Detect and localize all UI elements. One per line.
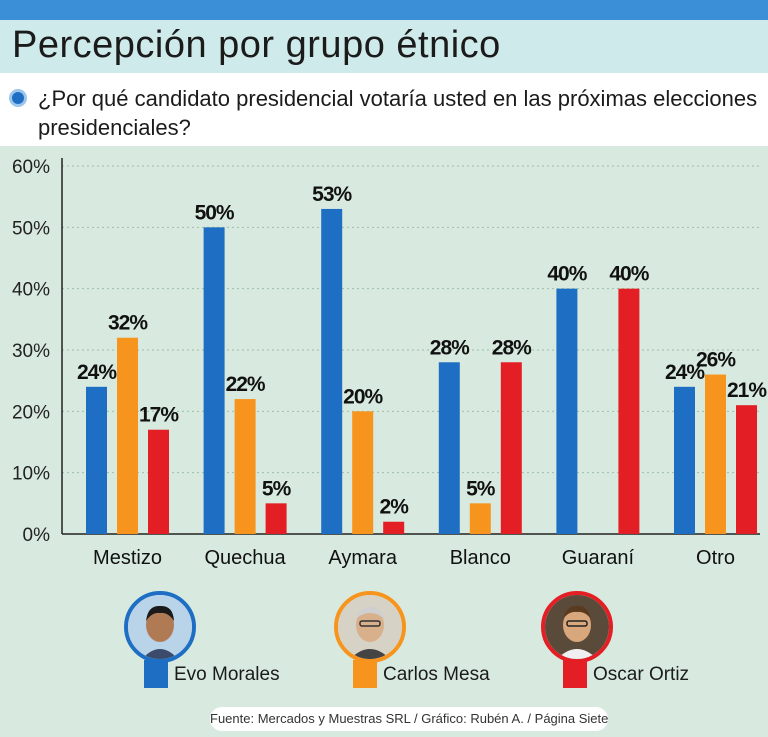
bar [618, 288, 640, 534]
data-label: 28% [492, 336, 532, 359]
bar [321, 208, 343, 534]
bar [736, 405, 757, 534]
y-tick-label: 10% [12, 464, 50, 485]
bar [469, 503, 491, 534]
legend-label-ortiz: Oscar Ortiz [593, 664, 690, 685]
value-labels: 24% 32% 17% 50% 22% 5% 53% 20% 2% 28% 5% 28% 40% 40% 2… [77, 183, 768, 519]
x-axis: Mestizo Quechua Aymara Blanco Guaraní Otro [93, 547, 735, 569]
x-tick-label: Quechua [205, 547, 287, 569]
x-tick-label: Blanco [450, 547, 511, 569]
bars [86, 208, 757, 534]
legend-swatch-ortiz [563, 660, 587, 688]
data-label: 17% [139, 404, 179, 427]
y-tick-label: 0% [23, 525, 51, 546]
bar [674, 386, 695, 534]
bar [265, 503, 287, 534]
bar [203, 227, 225, 534]
legend-label-evo: Evo Morales [174, 664, 280, 685]
carlos-mesa-avatar [334, 591, 406, 663]
y-tick-label: 30% [12, 341, 50, 362]
bar [500, 362, 522, 534]
data-label: 20% [343, 385, 383, 408]
legend-swatch-mesa [353, 660, 377, 688]
bar [705, 374, 726, 534]
y-tick-label: 50% [12, 218, 50, 239]
x-tick-label: Guaraní [562, 547, 635, 569]
x-tick-label: Otro [696, 547, 735, 569]
portrait-icon [338, 595, 402, 659]
bar [383, 521, 405, 534]
data-label: 5% [262, 477, 292, 500]
legend-swatch-evo [144, 660, 168, 688]
x-tick-label: Aymara [328, 547, 397, 569]
data-label: 24% [665, 361, 705, 384]
oscar-ortiz-avatar [541, 591, 613, 663]
bar [148, 429, 169, 534]
data-label: 2% [380, 496, 410, 519]
chart-title: Percepción por grupo étnico [12, 24, 501, 66]
data-label: 21% [727, 379, 767, 402]
y-tick-label: 40% [12, 280, 50, 301]
bullet-icon [9, 89, 27, 107]
question-box [0, 73, 768, 146]
legend-label-mesa: Carlos Mesa [383, 664, 490, 685]
portrait-icon [128, 595, 192, 659]
bar-chart: 0% 10% 20% 30% 40% 50% 60% 24% 32% 17% 50% 22% 5% 53… [12, 157, 768, 569]
data-label: 22% [226, 373, 266, 396]
data-label: 32% [108, 312, 148, 335]
y-tick-label: 60% [12, 157, 50, 178]
source-note: Fuente: Mercados y Muestras SRL / Gráfic… [210, 707, 608, 731]
top-accent-bar [0, 0, 768, 20]
title-bar [0, 20, 768, 73]
y-tick-label: 20% [12, 402, 50, 423]
survey-question: ¿Por qué candidato presidencial votaría … [38, 86, 758, 140]
bar [117, 337, 138, 534]
data-label: 24% [77, 361, 117, 384]
x-tick-label: Mestizo [93, 547, 162, 569]
data-label: 53% [312, 183, 352, 206]
data-label: 26% [696, 349, 736, 372]
bar [556, 288, 578, 534]
y-axis: 0% 10% 20% 30% 40% 50% 60% [12, 157, 760, 546]
bar [438, 362, 460, 534]
data-label: 28% [430, 336, 470, 359]
data-label: 50% [195, 201, 235, 224]
data-label: 40% [547, 263, 587, 286]
data-label: 40% [609, 263, 649, 286]
bar [352, 411, 374, 534]
bar [234, 399, 256, 534]
data-label: 5% [466, 477, 496, 500]
bar [86, 386, 107, 534]
portrait-icon [545, 595, 609, 659]
grid-lines [62, 165, 760, 474]
evo-morales-avatar [124, 591, 196, 663]
